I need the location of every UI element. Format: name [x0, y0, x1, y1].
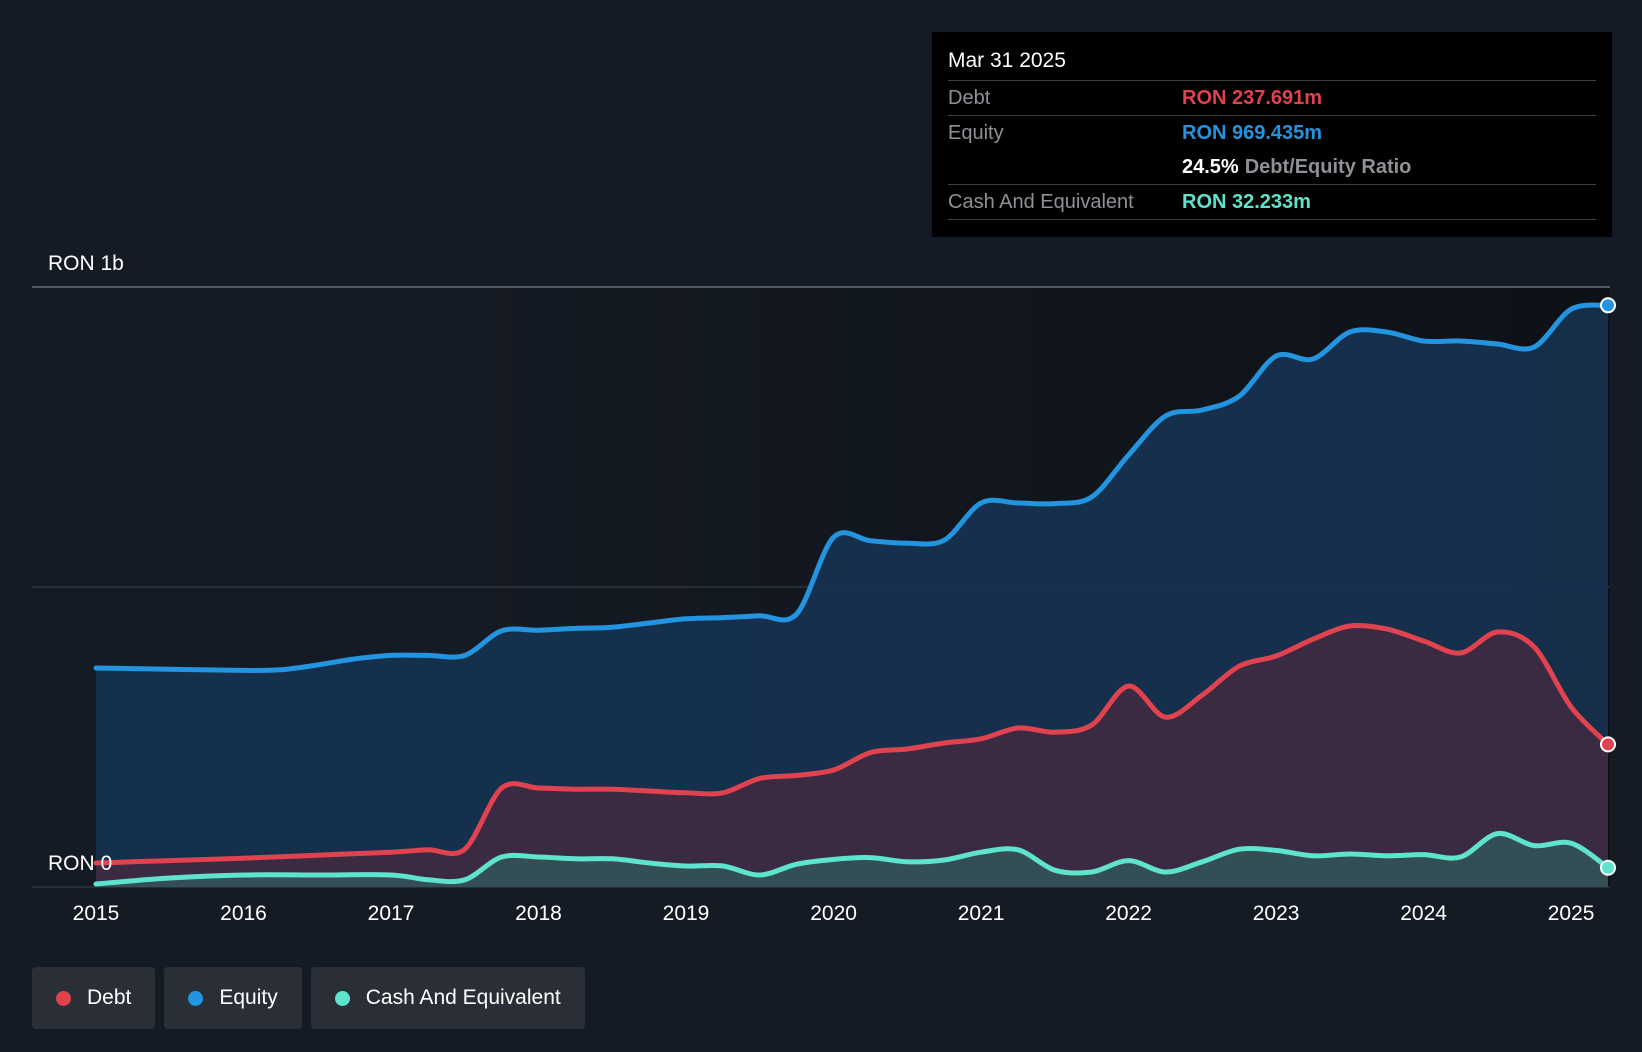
x-tick-label: 2015: [73, 902, 120, 925]
x-tick-label: 2024: [1400, 902, 1447, 925]
equity-line: [93, 302, 1611, 673]
legend-debt-label: Debt: [87, 986, 132, 1009]
tooltip-debt-label: Debt: [948, 86, 991, 109]
x-tick-label: 2017: [368, 902, 415, 925]
cash-dot-icon: [334, 990, 350, 1006]
cash-and-equivalent-line: [93, 831, 1611, 887]
tooltip-row-ratio: 24.5% Debt/Equity Ratio: [948, 150, 1596, 185]
chart-legend: Debt Equity Cash And Equivalent: [32, 967, 594, 1029]
tooltip-row-cash: Cash And Equivalent RON 32.233m: [948, 185, 1596, 220]
x-tick-label: 2018: [515, 902, 562, 925]
tooltip-cash-label: Cash And Equivalent: [948, 190, 1134, 213]
tooltip-row-debt: Debt RON 237.691m: [948, 81, 1596, 116]
y-axis-top-label: RON 1b: [48, 252, 124, 275]
cash-and-equivalent-end-marker: [1600, 859, 1616, 876]
x-tick-label: 2016: [220, 902, 267, 925]
x-tick-label: 2022: [1105, 902, 1152, 925]
legend-equity-label: Equity: [219, 986, 278, 1009]
tooltip-ratio-label: Debt/Equity Ratio: [1244, 155, 1412, 178]
tooltip-equity-value: RON 969.435m: [1182, 121, 1323, 144]
tooltip-debt-value: RON 237.691m: [1182, 86, 1323, 109]
tooltip-ratio-value: 24.5%: [1182, 155, 1239, 178]
tooltip-panel: Mar 31 2025 Debt RON 237.691m Equity RON…: [932, 32, 1612, 237]
tooltip-row-equity: Equity RON 969.435m: [948, 116, 1596, 150]
y-axis-bottom-label: RON 0: [48, 852, 112, 875]
tooltip-date: Mar 31 2025: [948, 46, 1596, 81]
x-tick-label: 2021: [958, 902, 1005, 925]
legend-item-cash[interactable]: Cash And Equivalent: [310, 967, 585, 1029]
legend-item-equity[interactable]: Equity: [164, 967, 302, 1029]
x-tick-label: 2019: [663, 902, 710, 925]
tooltip-cash-value: RON 32.233m: [1182, 190, 1311, 213]
legend-item-debt[interactable]: Debt: [32, 967, 156, 1029]
equity-end-marker: [1600, 297, 1616, 314]
x-tick-label: 2020: [810, 902, 857, 925]
legend-cash-label: Cash And Equivalent: [365, 986, 561, 1009]
equity-dot-icon: [188, 990, 204, 1006]
tooltip-equity-label: Equity: [948, 121, 1004, 144]
debt-area: [96, 625, 1608, 887]
x-tick-label: 2025: [1548, 902, 1595, 925]
x-tick-label: 2023: [1253, 902, 1300, 925]
debt-line: [93, 622, 1611, 866]
debt-dot-icon: [56, 990, 71, 1006]
debt-end-marker: [1600, 736, 1616, 753]
